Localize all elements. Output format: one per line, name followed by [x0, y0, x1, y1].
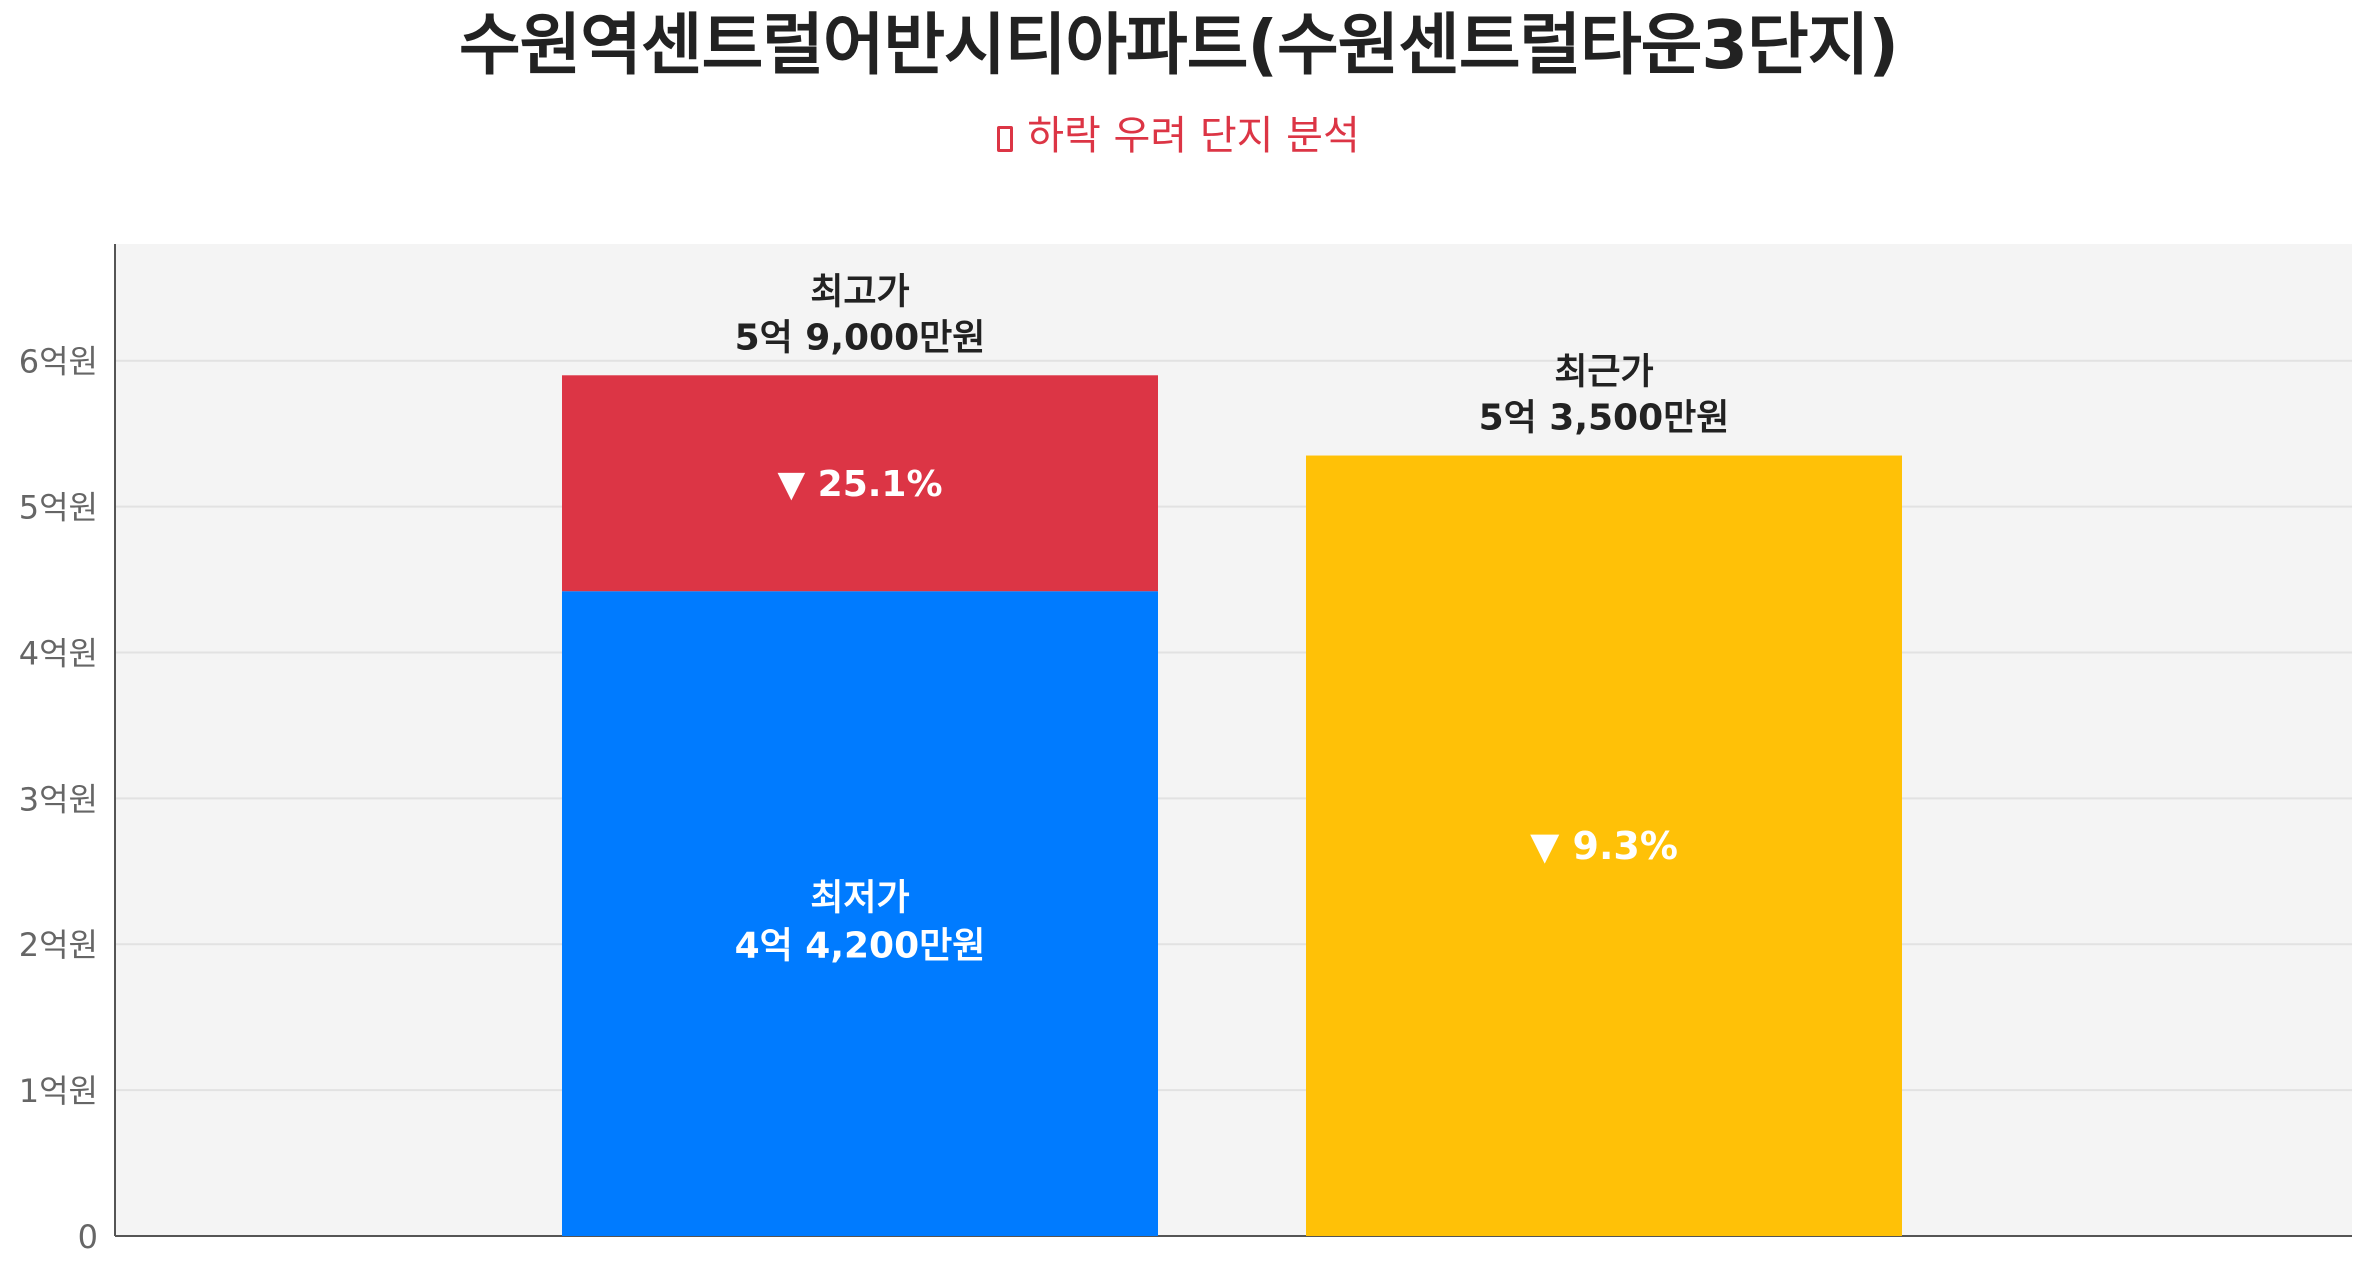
bar-drop-segment: [562, 375, 1158, 592]
y-tick-label: 1억원: [19, 1072, 98, 1110]
recent-value-label: 5억 3,500만원: [1479, 398, 1730, 439]
drop-percent-label: ▼ 25.1%: [777, 464, 942, 505]
bar-lowest-price: [562, 591, 1158, 1236]
y-tick-label: 4억원: [19, 634, 98, 672]
y-tick-label: 2억원: [19, 926, 98, 964]
recent-percent-label: ▼ 9.3%: [1530, 824, 1678, 868]
warning-icon: [997, 126, 1014, 152]
y-tick-label: 0: [78, 1218, 98, 1256]
highest-label: 최고가: [810, 271, 909, 312]
chart-title: 수원역센트럴어반시티아파트(수원센트럴타운3단지): [459, 6, 1899, 84]
bar-recent-price: [1306, 455, 1902, 1236]
highest-value-label: 5억 9,000만원: [735, 317, 986, 358]
chart-subtitle: 하락 우려 단지 분석: [0, 108, 2357, 164]
subtitle-text: 하락 우려 단지 분석: [1027, 113, 1360, 159]
recent-label: 최근가: [1554, 352, 1653, 393]
y-tick-label: 3억원: [19, 780, 98, 818]
y-tick-label: 5억원: [19, 489, 98, 527]
lowest-value-label: 4억 4,200만원: [735, 926, 986, 967]
plot-area: [115, 244, 2352, 1236]
lowest-label: 최저가: [810, 878, 909, 919]
y-tick-label: 6억원: [19, 343, 98, 381]
